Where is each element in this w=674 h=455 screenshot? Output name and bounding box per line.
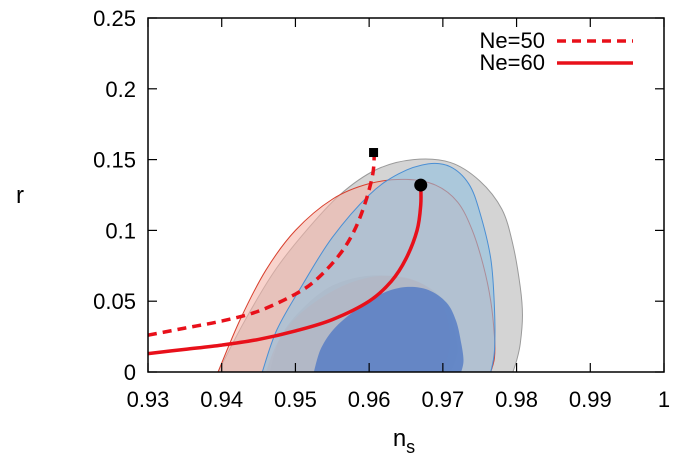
- legend-label-ne-50: Ne=50: [480, 28, 545, 53]
- x-axis-title-main: n: [393, 425, 406, 452]
- y-tick-label: 0.1: [105, 218, 136, 243]
- y-tick-label: 0.15: [93, 148, 136, 173]
- x-tick-label: 0.95: [274, 387, 317, 412]
- x-tick-label: 0.93: [127, 387, 170, 412]
- axis-ticks: [147, 17, 665, 373]
- plot-frame: [147, 17, 665, 373]
- x-tick-labels: 0.93 0.94 0.95 0.96 0.97 0.98 0.99 1: [127, 387, 671, 412]
- x-axis-title: ns: [393, 425, 415, 455]
- endpoint-marker-ne-50: [369, 148, 379, 158]
- contour-blue-68: [313, 286, 464, 372]
- endpoint-markers-layer: [369, 148, 428, 192]
- y-tick-label: 0.05: [93, 289, 136, 314]
- y-tick-label: 0.2: [105, 77, 136, 102]
- x-tick-label: 0.98: [495, 387, 538, 412]
- curve-ne-60: [148, 185, 423, 356]
- x-tick-label: 0.94: [200, 387, 243, 412]
- x-tick-label: 0.97: [421, 387, 464, 412]
- y-axis-title: r: [16, 182, 24, 209]
- x-axis-title-subscript: s: [406, 437, 415, 455]
- y-tick-label: 0.25: [93, 6, 136, 31]
- y-tick-label: 0: [124, 360, 136, 385]
- contour-layer: [217, 158, 523, 372]
- x-tick-label: 1: [658, 387, 670, 412]
- legend-label-ne-60: Ne=60: [480, 50, 545, 75]
- curve-ne-50: [148, 152, 377, 337]
- endpoint-marker-ne-60: [414, 178, 428, 192]
- model-curves-layer: [148, 152, 423, 356]
- x-tick-label: 0.96: [348, 387, 391, 412]
- y-tick-labels: 0 0.05 0.1 0.15 0.2 0.25: [93, 6, 136, 385]
- x-tick-label: 0.99: [569, 387, 612, 412]
